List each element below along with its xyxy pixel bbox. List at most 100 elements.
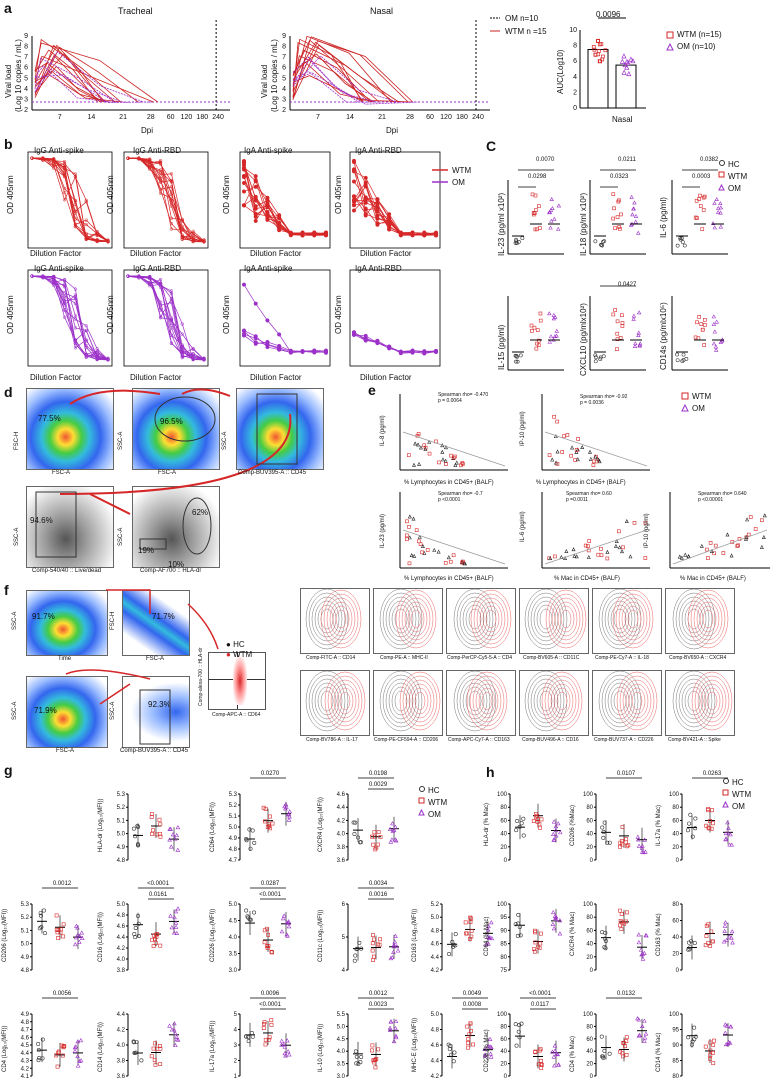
a-curve-0-11 [34,38,122,103]
h-tick-4-1: 20 [586,955,593,961]
d-gates [35,388,298,558]
c-y-0: IL-23 (pg/ml x10²) [497,192,506,256]
g-dot-7-0-1 [450,939,455,944]
panel-letter-d: d [4,384,13,400]
g-dot-5-1-4 [266,943,271,948]
h-dot-4-1-7 [619,927,624,932]
e-pt-4-16 [725,532,730,537]
h-dot-4-2-3 [643,932,649,938]
f-gray-ring-2-4 [456,592,494,646]
g-dot-6-2-6 [391,942,397,947]
h-dot-7-2-1 [642,1038,647,1043]
h-dot-0-2-7 [553,823,559,829]
g-tick-8-8: 4.9 [21,1012,30,1018]
h-dot-2-0-3 [693,816,698,821]
e-pt-4-7 [737,537,742,541]
b-frame-3 [349,151,441,249]
e-pt-3-8 [574,554,579,559]
g-dot-0-0-3 [131,826,136,831]
g-dot-7-0-5 [453,943,458,948]
f-red-ring-0-1 [332,605,350,633]
e-pt-2-1 [451,553,456,558]
g-p-11-0: 0.0012 [369,991,388,997]
g-dot-12-2-3 [488,1044,494,1050]
g-dot-8-1-7 [56,1050,61,1055]
g-y-8: CD4 (Log₁₀(MFI)) [2,1025,8,1072]
e-pt-0-8 [418,445,423,450]
g-dot-4-2-3 [175,906,181,911]
c-dot-4-1-1 [613,308,617,312]
panel-c-dotplots [507,160,728,371]
e-pt-3-23 [599,553,604,558]
a-xtick-0-2: 21 [119,114,127,121]
a-ytick-0-7: 9 [24,33,28,40]
h-dot-1-2-7 [635,834,641,839]
e-y-0: IL-8 (pg/ml) [380,415,386,446]
h-tick-7-0: 0 [590,1074,594,1080]
e-pt-4-21 [713,543,718,548]
g-dot-0-0-5 [133,834,138,839]
f-red-ring-2-5 [470,589,512,649]
g-dot-6-2-0 [392,939,398,944]
g-dot-4-0-3 [136,934,141,939]
g-dot-7-1-5 [469,929,474,933]
e-y-2: IL-23 (pg/ml) [380,513,386,548]
f-red-ring-11-2 [700,683,724,719]
b-frame-2 [239,151,331,249]
h-dot-0-1-7 [539,817,544,822]
e-p-0: p = 0.0064 [438,398,462,404]
e-pt-1-9 [555,462,560,466]
g-dot-7-2-0 [486,924,491,929]
g-dot-8-2-4 [78,1058,84,1063]
h-dot-4-1-1 [624,919,628,924]
b-pt-0-11-3 [62,163,67,167]
g-tick-9-0: 3.6 [117,1074,126,1080]
h-dot-5-2-1 [729,929,735,934]
a-curve-0-7 [34,44,116,103]
g-dot-4-1-2 [154,932,159,937]
e-pt-0-20 [443,458,448,463]
g-dot-10-2-4 [286,1052,292,1057]
h-dot-6-2-3 [552,1048,558,1053]
e-pt-2-25 [443,561,448,565]
c-dot-0-1-8 [530,192,535,197]
d-flow-2 [132,388,220,470]
g-tick-7-5: 5.2 [431,902,440,908]
c-dot-5-2-9 [713,344,719,349]
g-tick-0-2: 5.0 [117,832,126,838]
b-pt-3-13-6 [422,232,427,237]
g-tick-0-3: 5.1 [117,818,126,824]
h-dot-6-2-7 [552,1043,558,1048]
h-tick-2-0: 0 [676,858,680,864]
f-legend-wtm-text: WTM [233,650,253,659]
e-pt-2-12 [412,553,417,558]
b-pt-1-13-4 [169,216,174,220]
h-dot-5-1-6 [704,934,709,938]
g-dot-6-1-4 [372,937,376,942]
b-title-4: IgG Anti-spike [34,264,84,273]
c-dot-0-1-7 [533,193,538,198]
e-fit-2 [402,529,506,565]
a-ytick-0-2: 4 [24,86,28,93]
h-tick-1-0: 0 [590,858,594,864]
g-dot-10-2-1 [279,1038,285,1043]
g-dot-6-0-1 [359,946,364,951]
f-flow-4 [122,676,190,748]
h-dot-5-1-2 [708,944,713,948]
c-p-1-0: 0.0211 [618,157,636,163]
a-ylabel-2: Viral load [260,64,269,98]
h-dot-4-0-3 [603,946,608,951]
f-gray-ring-7-2 [388,682,414,720]
g-dot-9-2-0 [167,1023,172,1028]
b-pt-2-1-1 [253,184,258,189]
b-title-5: IgG Anti-RBD [133,264,182,273]
h-tick-3-5: 100 [497,902,508,908]
g-dot-7-1-4 [468,915,473,920]
f-gray-ring-10-3 [604,678,636,724]
f-gray-ring-5-3 [678,596,710,642]
h-y-8: CD14 (% Mac) [656,1032,662,1072]
g-p-3-0: 0.0012 [53,881,72,887]
h-dot-2-0-2 [688,812,693,817]
c-dot-1-1-9 [613,226,617,231]
g-p-12-1: 0.0008 [463,1002,482,1008]
